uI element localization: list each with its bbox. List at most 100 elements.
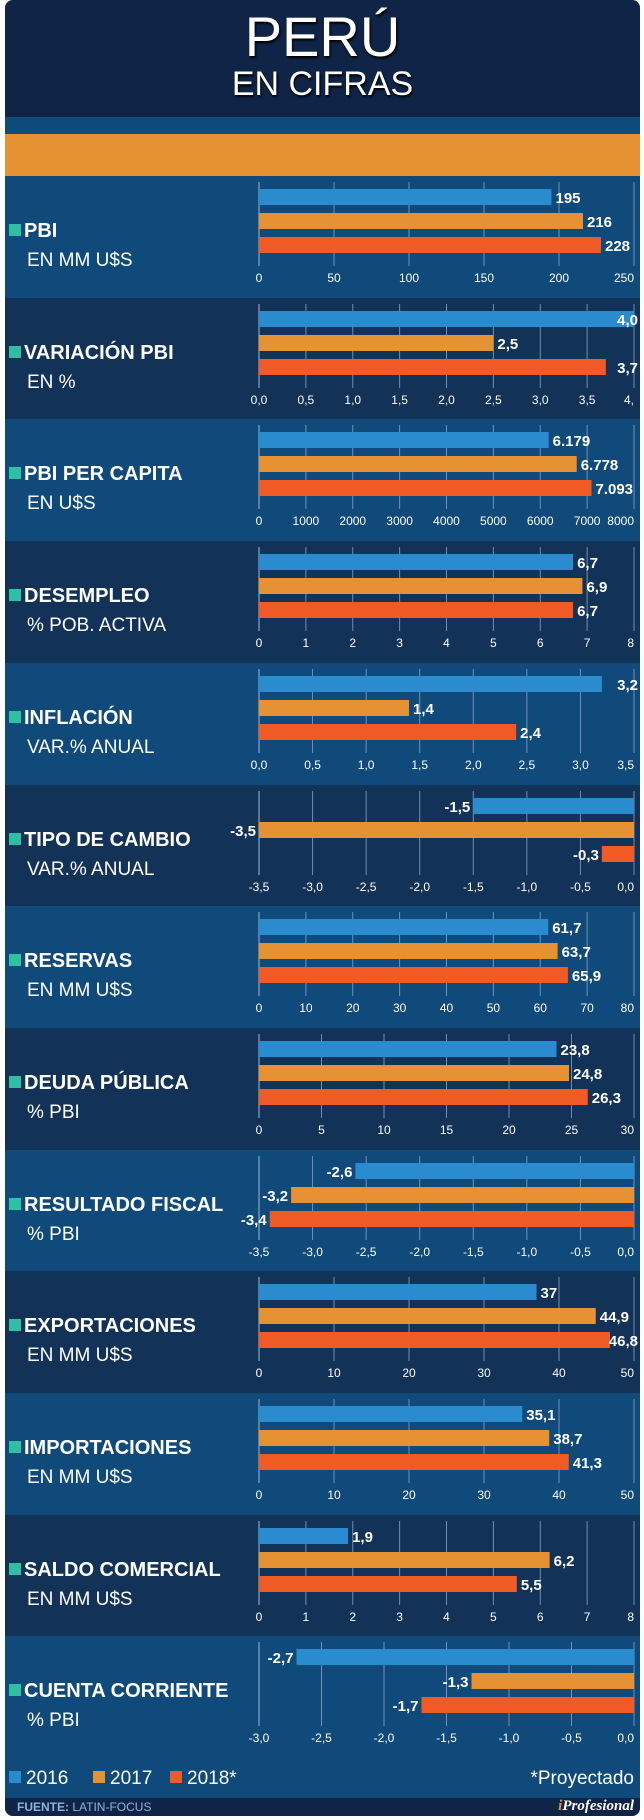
indicator-unit: EN MM U$S [27, 1467, 133, 1488]
bar-chart: 0 1 2 3 4 5 6 7 8 6,7 6,9 6,7 [256, 547, 635, 650]
bar-chart: 0 10 20 30 40 50 35,1 38,7 41,3 [256, 1399, 635, 1502]
bar-2016 [296, 1649, 634, 1666]
footer: FUENTE: LATIN-FOCUS iProfesional [5, 1798, 640, 1816]
tick-label: 20 [402, 1488, 416, 1502]
tick-label: 60 [534, 1001, 548, 1015]
tick-label: 1,0 [344, 393, 361, 407]
bar-2016 [259, 1406, 523, 1422]
indicator-unit: EN MM U$S [27, 250, 133, 271]
indicator-title: RESERVAS [9, 950, 132, 973]
indicator-title: INFLACIÓN [9, 707, 133, 730]
bar-chart: 0 1 2 3 4 5 6 7 8 1,9 6,2 5,5 [256, 1520, 635, 1624]
page-title: PERÚ [244, 5, 401, 68]
value-label: 2,4 [520, 725, 542, 742]
tick-label: 0 [256, 1001, 263, 1015]
indicator-title: RESULTADO FISCAL [9, 1194, 223, 1217]
tick-label: -0,5 [570, 880, 591, 894]
bar-chart: 0,0 0,5 1,0 1,5 2,0 2,5 3,0 3,5 4, 4,0 2,5 3,7 [251, 303, 638, 407]
tick-label: 2 [349, 1610, 356, 1624]
indicator-row: -3,5 -3,0 -2,5 -2,0 -1,5 -1,0 -0,5 0,0 -2,6 -3,2 -… [5, 1149, 640, 1272]
value-label: 4,0 [617, 312, 638, 329]
bullet-square-icon [9, 1562, 21, 1575]
bar-2018 [259, 358, 606, 375]
value-label: -3,2 [262, 1188, 288, 1205]
value-label: 195 [556, 190, 581, 207]
bar-chart: 0 10 20 30 40 50 60 70 80 61,7 63,7 65,9 [256, 912, 635, 1015]
tick-label: -0,5 [561, 1731, 582, 1745]
bar-2018 [601, 845, 634, 862]
bar-2018 [259, 602, 574, 619]
tick-label: 3,5 [617, 758, 634, 772]
value-label: 63,7 [562, 944, 591, 961]
tick-label: -2,0 [409, 1245, 430, 1259]
tick-label: 40 [552, 1488, 566, 1502]
bar-2016 [259, 432, 549, 449]
tick-label: 15 [440, 1123, 454, 1137]
bar-2016 [355, 1162, 634, 1179]
tick-label: 6000 [527, 514, 554, 528]
indicator-title: CUENTA CORRIENTE [9, 1680, 228, 1703]
bullet-square-icon [9, 589, 21, 602]
bar-chart: 0 1000 2000 3000 4000 5000 6000 7000 8000 6.179 6.… [256, 425, 635, 528]
tick-label: -1,0 [499, 1731, 520, 1745]
tick-label: 200 [549, 271, 569, 285]
tick-label: 2 [349, 636, 356, 650]
bar-2017 [259, 1064, 569, 1081]
tick-label: 40 [440, 1001, 454, 1015]
indicator-unit: EN MM U$S [27, 1345, 133, 1367]
value-label: 38,7 [553, 1431, 582, 1448]
value-label: -1,5 [444, 799, 470, 816]
value-label: 1,9 [352, 1529, 373, 1546]
tick-label: 8000 [607, 514, 634, 528]
tick-label: 2,0 [465, 758, 482, 772]
bar-chart: 0 50 100 150 200 250 195 216 228 [256, 182, 635, 285]
tick-label: 80 [621, 1001, 635, 1015]
indicator-row: 0 50 100 150 200 250 195 216 228 PBI EN MM U$S [5, 176, 640, 298]
value-label: 6,9 [586, 579, 607, 596]
value-label: 46,8 [609, 1333, 638, 1350]
legend-label: 2018* [187, 1768, 237, 1789]
bar-2018 [269, 1210, 634, 1227]
tick-label: -2,5 [356, 880, 377, 894]
indicator-row: 0 1 2 3 4 5 6 7 8 1,9 6,2 5,5 SALDO COMERCIAL EN MM U… [5, 1514, 640, 1637]
tick-label: 1,5 [391, 393, 408, 407]
tick-label: 5000 [480, 514, 507, 528]
value-label: 6,7 [577, 603, 598, 620]
bar-2017 [259, 821, 634, 838]
indicator-title: TIPO DE CAMBIO [9, 829, 191, 852]
legend-item-2018: 2018* [170, 1768, 237, 1790]
indicator-unit: % PBI [27, 1101, 80, 1123]
bar-2018 [259, 967, 568, 984]
value-label: 228 [605, 238, 630, 255]
legend-item-2017: 2017 [93, 1768, 152, 1790]
value-label: 6.778 [581, 457, 619, 474]
tick-label: 0,5 [298, 393, 315, 407]
bar-2017 [259, 334, 494, 351]
tick-label: 1 [303, 1610, 310, 1624]
bar-2018 [259, 1454, 569, 1470]
tick-label: 50 [621, 1366, 635, 1380]
tick-label: 3000 [386, 514, 413, 528]
legend: 2016 2017 2018* *Proyectado [5, 1758, 640, 1798]
tick-label: -2,5 [311, 1731, 332, 1745]
indicator-unit: % PBI [27, 1710, 80, 1732]
projection-note: *Proyectado [530, 1768, 634, 1789]
page-subtitle: EN CIFRAS [231, 65, 414, 103]
tick-label: -3,0 [302, 1245, 323, 1259]
value-label: 3,2 [617, 677, 638, 694]
tick-label: -1,5 [436, 1731, 457, 1745]
bullet-square-icon [9, 1684, 21, 1697]
indicator-row: -3,0 -2,5 -2,0 -1,5 -1,0 -0,5 0,0 -2,7 -1,3 -1,7 C… [5, 1636, 640, 1759]
bar-2017 [259, 456, 577, 473]
value-label: 41,3 [573, 1455, 602, 1472]
indicator-title: VARIACIÓN PBI [9, 342, 174, 365]
value-label: 5,5 [521, 1577, 542, 1594]
indicator-title: PBI PER CAPITA [9, 463, 183, 486]
tick-label: 0,0 [251, 393, 268, 407]
value-label: 7.093 [595, 481, 633, 498]
tick-label: 0,0 [617, 1245, 634, 1259]
value-label: 6,2 [554, 1553, 575, 1570]
tick-label: -2,5 [356, 1245, 377, 1259]
indicator-unit: VAR.% ANUAL [27, 736, 155, 758]
indicator-unit: EN MM U$S [27, 1588, 133, 1610]
